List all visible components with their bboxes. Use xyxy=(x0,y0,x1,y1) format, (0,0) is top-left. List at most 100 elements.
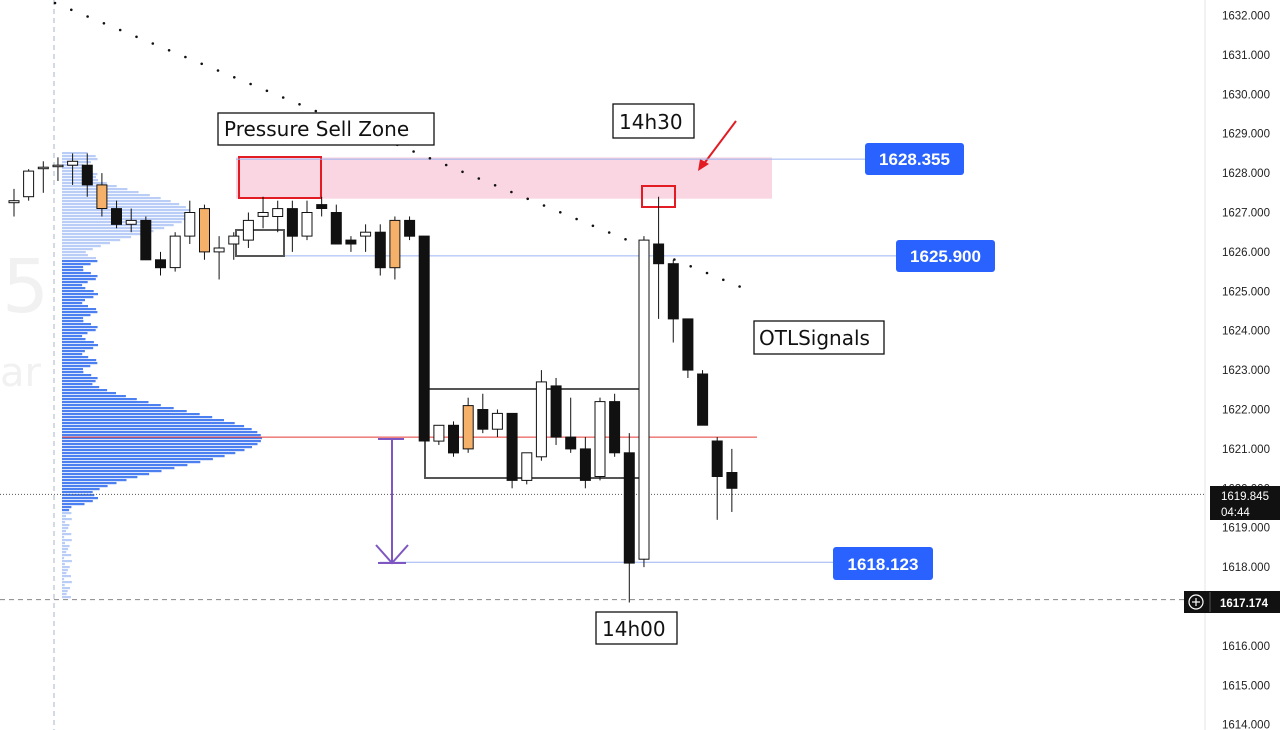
level-tag-1625[interactable]: 1625.900 xyxy=(896,240,995,272)
candle xyxy=(682,318,694,378)
volume-profile-bar xyxy=(62,350,85,353)
candle-body xyxy=(301,212,313,237)
volume-profile-bar xyxy=(62,359,97,362)
candle-body xyxy=(579,448,591,481)
volume-profile-bar xyxy=(62,266,84,269)
candle xyxy=(301,200,313,241)
candle-body xyxy=(653,243,665,265)
candle-body xyxy=(52,164,64,168)
watermark-digit: 5 xyxy=(2,244,49,330)
volume-profile-bar xyxy=(62,305,88,308)
volume-profile-bar xyxy=(62,290,94,293)
candle-body xyxy=(565,436,577,450)
volume-profile-bar xyxy=(62,383,93,386)
trendline-dot xyxy=(624,238,627,241)
trendline-dot xyxy=(216,69,220,72)
trendline-dot xyxy=(461,170,464,174)
volume-profile-bar xyxy=(62,227,165,230)
candle-body xyxy=(228,235,240,245)
candle xyxy=(521,452,533,485)
candle-body xyxy=(286,208,298,237)
volume-profile-bar xyxy=(62,275,98,278)
candle xyxy=(257,196,269,229)
candle xyxy=(286,200,298,252)
volume-profile-bar xyxy=(62,512,72,515)
overlay-drawings xyxy=(375,438,409,565)
annotation-otlsignals[interactable]: OTLSignals xyxy=(753,320,885,355)
volume-profile-bar xyxy=(62,158,98,161)
volume-profile-bar xyxy=(62,281,88,284)
volume-profile-bar xyxy=(62,317,84,320)
volume-profile-bar xyxy=(62,449,245,452)
candle-body xyxy=(609,401,621,454)
candle xyxy=(23,169,35,201)
volume-profile-bar xyxy=(62,572,67,575)
trendline-dot xyxy=(689,265,692,268)
volume-profile-bar xyxy=(62,257,96,260)
volume-profile-bar xyxy=(62,533,72,536)
candle-body xyxy=(389,219,401,269)
volume-profile-bar xyxy=(62,398,137,401)
volume-profile-bar xyxy=(62,518,72,521)
volume-profile-bar xyxy=(62,338,86,341)
volume-profile-bar xyxy=(62,560,72,563)
annotation-pressure-sell-zone[interactable]: Pressure Sell Zone xyxy=(217,112,435,146)
candle-body xyxy=(272,208,284,218)
volume-profile-bar xyxy=(62,326,98,329)
trendline-dot xyxy=(526,197,529,201)
volume-profile-bar xyxy=(62,179,98,182)
volume-profile-bar xyxy=(62,470,162,473)
volume-profile-bar xyxy=(62,497,98,500)
trendline-dot xyxy=(298,103,301,106)
volume-profile-bar xyxy=(62,443,258,446)
candle-body xyxy=(623,452,635,564)
candle xyxy=(535,370,547,461)
trendline-dot xyxy=(559,211,562,214)
current-price-value: 1619.845 xyxy=(1221,491,1269,503)
candle xyxy=(96,173,108,217)
volume-profile-bar xyxy=(62,272,91,275)
volume-profile-bar xyxy=(62,548,69,551)
trendline-dot xyxy=(249,82,252,86)
volume-profile-bar xyxy=(62,584,65,587)
y-tick-label: 1623.000 xyxy=(1222,365,1270,377)
candle xyxy=(111,200,122,229)
price-axis[interactable]: 1632.000 1631.000 1630.000 1629.000 1628.000… xyxy=(1204,0,1280,730)
candle-body xyxy=(448,424,459,454)
level-tag-1628[interactable]: 1628.355 xyxy=(865,143,964,175)
candles xyxy=(8,153,738,603)
volume-profile-bar xyxy=(62,152,88,155)
volume-profile-bar xyxy=(62,536,65,539)
annotation-14h30[interactable]: 14h30 xyxy=(612,103,695,139)
level-tag-1618[interactable]: 1618.123 xyxy=(833,547,933,580)
volume-profile-bar xyxy=(62,209,191,212)
volume-profile-bar xyxy=(62,476,138,479)
volume-profile-bar xyxy=(62,323,91,326)
volume-profile-bar xyxy=(62,587,70,590)
y-tick-label: 1625.000 xyxy=(1222,286,1270,298)
volume-profile-bar xyxy=(62,155,96,158)
volume-profile-bar xyxy=(62,236,132,239)
candle xyxy=(565,397,577,453)
current-price-marker: 1619.845 04:44 xyxy=(1210,486,1280,520)
candle-body xyxy=(345,239,357,245)
trendline-dot xyxy=(542,204,546,207)
trendline-dot xyxy=(86,15,89,18)
candle-body xyxy=(23,170,35,198)
crosshair-marker[interactable]: 1617.174 xyxy=(1184,591,1280,613)
volume-profile-bar xyxy=(62,566,70,569)
candle xyxy=(506,412,518,489)
candle xyxy=(404,216,416,241)
annotation-14h00[interactable]: 14h00 xyxy=(595,611,678,645)
y-tick-label: 1627.000 xyxy=(1222,208,1270,220)
volume-profile-bar xyxy=(62,485,108,488)
y-tick-label: 1618.000 xyxy=(1222,562,1270,574)
candle xyxy=(726,448,738,512)
candle xyxy=(594,397,606,481)
volume-profile-bar xyxy=(62,539,72,542)
volume-profile-bar xyxy=(62,224,174,227)
y-tick-label: 1629.000 xyxy=(1222,129,1270,141)
candle-body xyxy=(213,247,225,253)
annotation-pressure-sell-zone-text: Pressure Sell Zone xyxy=(224,117,409,141)
trendline-dot xyxy=(151,42,155,45)
